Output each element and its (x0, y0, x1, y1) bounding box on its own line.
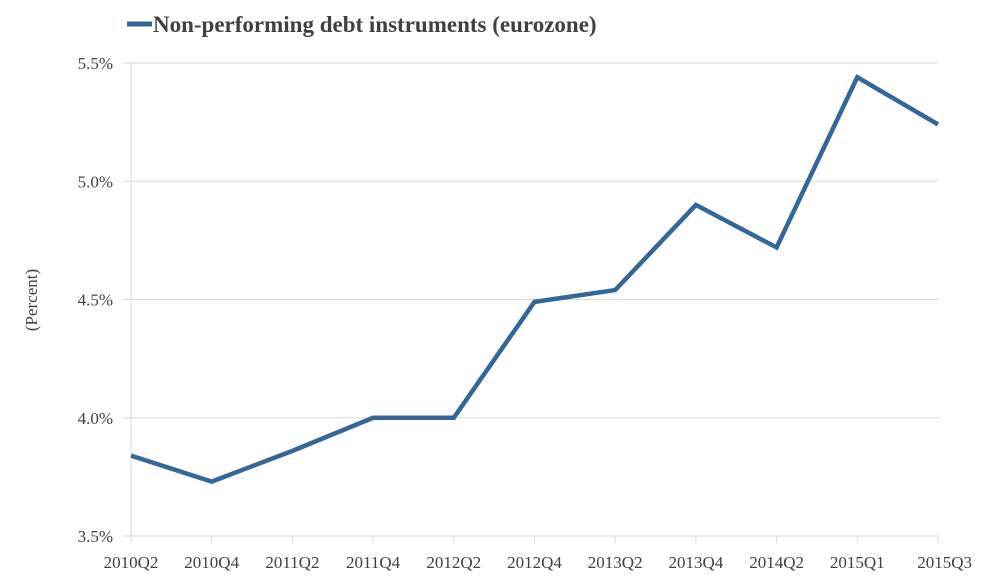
legend: Non-performing debt instruments (eurozon… (127, 12, 597, 37)
x-tick-label: 2010Q2 (104, 553, 159, 572)
x-axis: 2010Q2 2010Q4 2011Q2 2011Q4 2012Q2 2012Q4 2013… (104, 536, 972, 572)
x-tick-label: 2015Q3 (917, 553, 972, 572)
x-tick-label: 2015Q1 (830, 553, 885, 572)
x-tick-label: 2011Q4 (346, 553, 401, 572)
x-tick-label: 2012Q2 (426, 553, 481, 572)
y-tick-label: 3.5% (78, 527, 113, 546)
x-tick-label: 2012Q4 (507, 553, 562, 572)
y-axis-title: (Percent) (22, 269, 41, 331)
x-tick-label: 2014Q2 (749, 553, 804, 572)
y-tick-label: 4.0% (78, 409, 113, 428)
y-tick-label: 5.0% (78, 172, 113, 191)
y-tick-label: 5.5% (78, 54, 113, 73)
gridlines (123, 62, 938, 537)
x-tick-label: 2010Q4 (184, 553, 239, 572)
legend-label: Non-performing debt instruments (eurozon… (153, 12, 597, 37)
x-tick-label: 2011Q2 (265, 553, 319, 572)
series-line (130, 74, 940, 484)
y-axis: 3.5% 4.0% 4.5% 5.0% 5.5% (78, 54, 132, 546)
x-tick-label: 2013Q4 (669, 553, 724, 572)
x-tick-label: 2013Q2 (588, 553, 643, 572)
y-tick-label: 4.5% (78, 291, 113, 310)
